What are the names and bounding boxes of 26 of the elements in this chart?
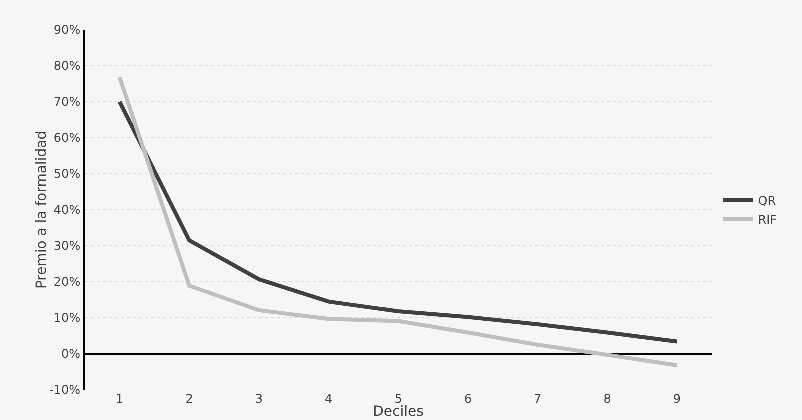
x-tick-label: 7 (534, 392, 542, 406)
y-tick-label: -10% (50, 383, 81, 398)
legend-label: QR (758, 194, 776, 208)
x-tick-label: 8 (604, 392, 612, 406)
y-tick-label: 10% (54, 311, 81, 326)
x-tick-label: 6 (464, 392, 472, 406)
y-axis-title: Premio a la formalidad (34, 130, 50, 290)
x-tick-label: 5 (394, 392, 402, 406)
y-tick-label: 70% (54, 95, 81, 110)
y-tick-label: 20% (54, 275, 81, 290)
line-series (118, 76, 680, 368)
x-axis-title: Deciles (373, 404, 424, 420)
x-tick-label: 1 (116, 392, 124, 406)
y-tick-label: 80% (54, 59, 81, 74)
y-tick-label: 50% (54, 167, 81, 182)
line-series (118, 100, 680, 344)
y-tick-label: 40% (54, 203, 81, 218)
x-tick-label: 9 (673, 392, 681, 406)
x-tick-label: 4 (325, 392, 333, 406)
x-tick-label: 3 (255, 392, 263, 406)
y-tick-label: 60% (54, 131, 81, 146)
y-tick-label: 90% (54, 23, 81, 38)
y-tick-label: 0% (62, 347, 81, 362)
x-tick-label: 2 (186, 392, 194, 406)
legend-label: RIF (758, 213, 778, 228)
y-tick-label: 30% (54, 239, 81, 254)
